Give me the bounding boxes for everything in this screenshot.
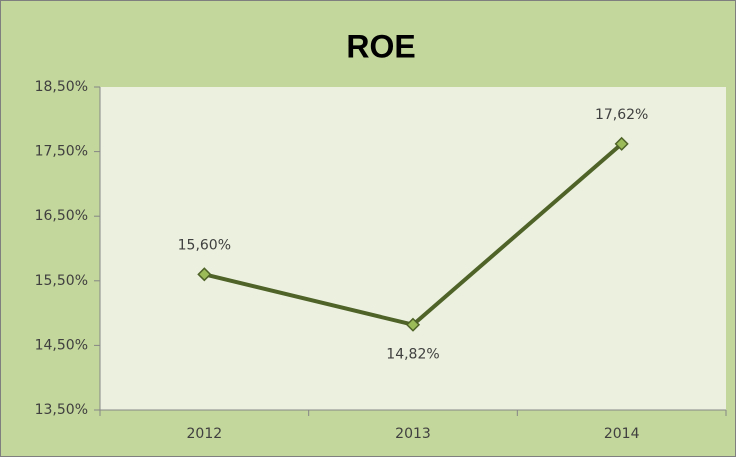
marker <box>197 267 212 282</box>
x-tick-label: 2012 <box>187 426 223 442</box>
chart-title: ROE <box>346 28 415 64</box>
data-label: 14,82% <box>386 347 439 363</box>
marker <box>614 136 629 151</box>
data-label: 15,60% <box>178 237 231 253</box>
y-tick-label: 15,50% <box>35 273 88 289</box>
marker <box>405 317 421 332</box>
y-tick-label: 18,50% <box>35 79 88 95</box>
data-label: 17,62% <box>595 107 648 123</box>
y-tick-label: 16,50% <box>35 208 88 224</box>
x-tick-label: 2013 <box>395 426 431 442</box>
y-tick-label: 13,50% <box>35 402 88 418</box>
y-tick-label: 17,50% <box>35 144 88 160</box>
x-tick-label: 2014 <box>604 426 640 442</box>
y-tick-label: 14,50% <box>35 337 88 353</box>
